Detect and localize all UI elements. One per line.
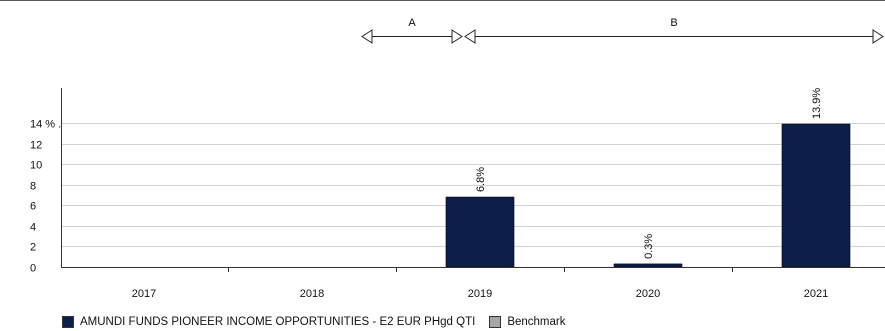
y-tick-label-8: 8 xyxy=(30,181,36,193)
period-b-label: B xyxy=(670,17,677,29)
x-axis: 2017 2018 2019 2020 2021 xyxy=(61,267,885,300)
bar-2019 xyxy=(445,196,515,268)
data-label-2019: 6.8% xyxy=(475,167,487,192)
y-tick-label-4: 4 xyxy=(30,222,36,234)
period-a-left-head xyxy=(361,29,373,44)
legend: AMUNDI FUNDS PIONEER INCOME OPPORTUNITIE… xyxy=(62,313,579,331)
legend-label-fund: AMUNDI FUNDS PIONEER INCOME OPPORTUNITIE… xyxy=(80,316,476,328)
x-tick-label-2020: 2020 xyxy=(636,288,660,300)
legend-swatch-fund xyxy=(62,316,74,328)
bars: 6.8% 0.3% 13.9% xyxy=(445,88,851,268)
period-a: A xyxy=(361,17,463,44)
y-tick-label-0: 0 xyxy=(30,263,36,275)
period-b: B xyxy=(464,17,884,44)
y-tick-label-6: 6 xyxy=(30,201,36,213)
y-tick-label-2: 2 xyxy=(30,242,36,254)
period-a-right-head xyxy=(451,29,463,44)
y-axis: 0 2 4 6 8 10 12 14 % . xyxy=(30,88,62,275)
data-label-2020: 0.3% xyxy=(643,234,655,259)
period-b-left-head xyxy=(464,29,476,44)
legend-item-benchmark: Benchmark xyxy=(489,316,565,328)
x-tick-label-2017: 2017 xyxy=(132,288,156,300)
bar-2020 xyxy=(613,263,683,268)
x-tick-label-2021: 2021 xyxy=(804,288,828,300)
period-a-label: A xyxy=(408,17,416,29)
x-tick-label-2019: 2019 xyxy=(468,288,492,300)
y-tick-label-14: 14 % . xyxy=(30,119,61,131)
x-tick-label-2018: 2018 xyxy=(300,288,324,300)
bar-2021 xyxy=(781,123,851,268)
data-label-2021: 13.9% xyxy=(811,88,823,119)
y-tick-label-10: 10 xyxy=(30,160,42,172)
legend-swatch-benchmark xyxy=(489,316,502,328)
legend-item-fund: AMUNDI FUNDS PIONEER INCOME OPPORTUNITIE… xyxy=(62,316,475,328)
y-tick-label-12: 12 xyxy=(30,140,42,152)
period-b-right-head xyxy=(872,29,884,44)
legend-label-benchmark: Benchmark xyxy=(507,316,566,328)
